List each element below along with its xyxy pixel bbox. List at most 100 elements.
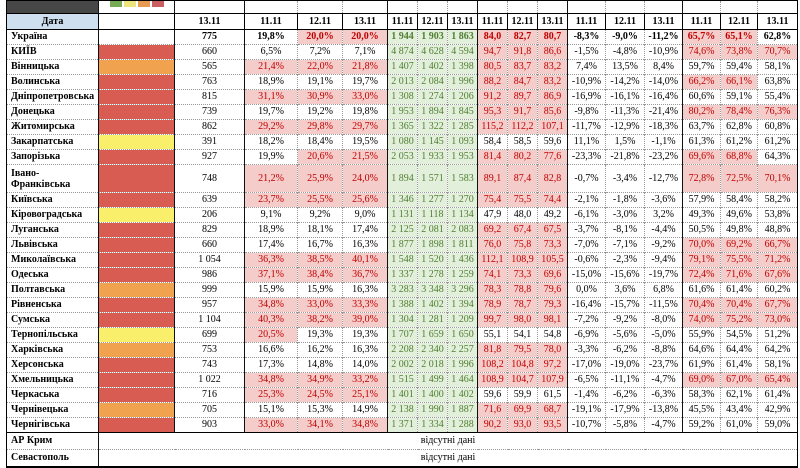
value-cell: 115,2 [477,119,508,135]
value-cell: 1 398 [447,59,478,75]
region-cell: Київська [6,192,99,208]
value-cell: 69,6% [682,149,721,165]
value-cell: 21,8% [342,59,388,75]
value-cell: -4,4% [644,222,683,238]
value-cell: 66,7% [757,237,798,253]
no-data-cell: відсутні дані [98,432,798,450]
value-cell: 59,6 [477,387,508,403]
value-cell: -17,9% [605,402,645,418]
value-cell: 1 571 [417,164,448,193]
value-cell: 1 145 [417,134,448,150]
value-cell: 8,4% [644,59,683,75]
value-cell: 2 002 [387,357,418,373]
count-cell: 815 [174,89,245,105]
status-cell [98,164,175,193]
status-cell [98,267,175,283]
value-cell: 81,4 [477,149,508,165]
value-cell: -5,8% [605,417,645,433]
count-cell: 862 [174,119,245,135]
value-cell: 2 083 [447,222,478,238]
count-cell: 903 [174,417,245,433]
value-cell: 23,7% [244,192,298,208]
value-cell: 77,6 [537,149,568,165]
table-row: Тернопільська 699 20,5% 19,3% 19,3% 1 707 1 65… [6,327,798,343]
value-cell: -3,6% [644,192,683,208]
strip-cell [757,0,798,14]
header-strip-row [6,0,798,14]
value-cell: 19,8% [244,29,298,45]
region-cell: Вінницька [6,59,99,75]
value-cell: -9,0% [605,29,645,45]
region-cell: Одеська [6,267,99,283]
header-row: Дата 13.11 11.11 12.11 13.11 11.11 12.11 13.11… [6,13,798,30]
value-cell: 89,7 [507,89,538,105]
value-cell: 1 365 [387,119,418,135]
value-cell: 91,2 [477,89,508,105]
table-row: Миколаївська 1 054 36,3% 38,5% 40,1% 1 548 1 5… [6,252,798,268]
status-cell [98,417,175,433]
strip-cell [682,0,721,14]
table-row: Хмельницька 1 022 34,8% 34,9% 33,2% 1 515 1 49… [6,372,798,388]
value-cell: 105,5 [537,252,568,268]
value-cell: 58,1% [757,59,798,75]
value-cell: -18,3% [644,119,683,135]
value-cell: 1 288 [447,417,478,433]
value-cell: 65,1% [720,29,758,45]
value-cell: 1 944 [387,29,418,45]
value-cell: 59,1% [720,89,758,105]
region-cell: Чернігівська [6,417,99,433]
value-cell: 25,3% [244,387,298,403]
value-cell: 19,5% [342,134,388,150]
value-cell: 72,8% [682,164,721,193]
value-cell: 64,2% [757,342,798,358]
value-cell: -6,5% [567,372,606,388]
value-cell: -10,7% [567,417,606,433]
value-cell: 25,9% [297,164,343,193]
date-header-cell: 12.11 [720,13,758,30]
table-row: Севастополь відсутні дані [6,449,798,467]
value-cell: 19,9% [244,149,298,165]
value-cell: 108,9 [477,372,508,388]
value-cell: 1 990 [417,402,448,418]
value-cell: 62,8% [720,119,758,135]
value-cell: 7,1% [342,44,388,60]
count-cell: 391 [174,134,245,150]
table-row: Львівська 660 17,4% 16,7% 16,3% 1 877 1 898 1 8… [6,237,798,253]
table-row: Дніпропетровська 815 31,1% 30,9% 33,0% 1 308 1… [6,89,798,105]
value-cell: 86,6 [537,44,568,60]
status-cell [98,252,175,268]
region-cell: Сумська [6,312,99,328]
table-row: Полтавська 999 15,9% 15,9% 16,3% 3 283 3 348 3 … [6,282,798,298]
value-cell: 59,9 [507,387,538,403]
value-cell: 15,3% [297,402,343,418]
table-row: Україна 775 19,8% 20,0% 20,0% 1 944 1 903 1 863… [6,29,798,45]
value-cell: 4 628 [417,44,448,60]
value-cell: 34,9% [297,372,343,388]
table-row: Одеська 986 37,1% 38,4% 36,7% 1 337 1 278 1 259… [6,267,798,283]
value-cell: 1 707 [387,327,418,343]
value-cell: -11,1% [605,372,645,388]
value-cell: 1 436 [447,252,478,268]
table-row: Івано-Франківська 748 21,2% 25,9% 24,0% 1 894… [6,164,798,193]
table-body: Україна 775 19,8% 20,0% 20,0% 1 944 1 903 1 863… [6,29,798,467]
value-cell: 1 650 [447,327,478,343]
value-cell: 1 285 [447,119,478,135]
status-cell [98,372,175,388]
value-cell: 1 996 [447,74,478,90]
value-cell: 30,9% [297,89,343,105]
value-cell: 42,9% [757,402,798,418]
value-cell: 75,4 [477,192,508,208]
value-cell: 33,3% [342,297,388,313]
region-cell: Дніпропетровська [6,89,99,105]
count-cell: 1 054 [174,252,245,268]
value-cell: 64,6% [682,342,721,358]
status-cell [98,327,175,343]
value-cell: 86,9 [537,89,568,105]
table-row: Луганська 829 18,9% 18,1% 17,4% 2 125 2 081 2 0… [6,222,798,238]
value-cell: 67,5 [537,222,568,238]
value-cell: 74,6% [682,44,721,60]
value-cell: -9,2% [605,312,645,328]
value-cell: 93,0 [507,417,538,433]
table-row: Київська 639 23,7% 25,5% 25,6% 1 346 1 277 1 27… [6,192,798,208]
region-cell: Запорізька [6,149,99,165]
